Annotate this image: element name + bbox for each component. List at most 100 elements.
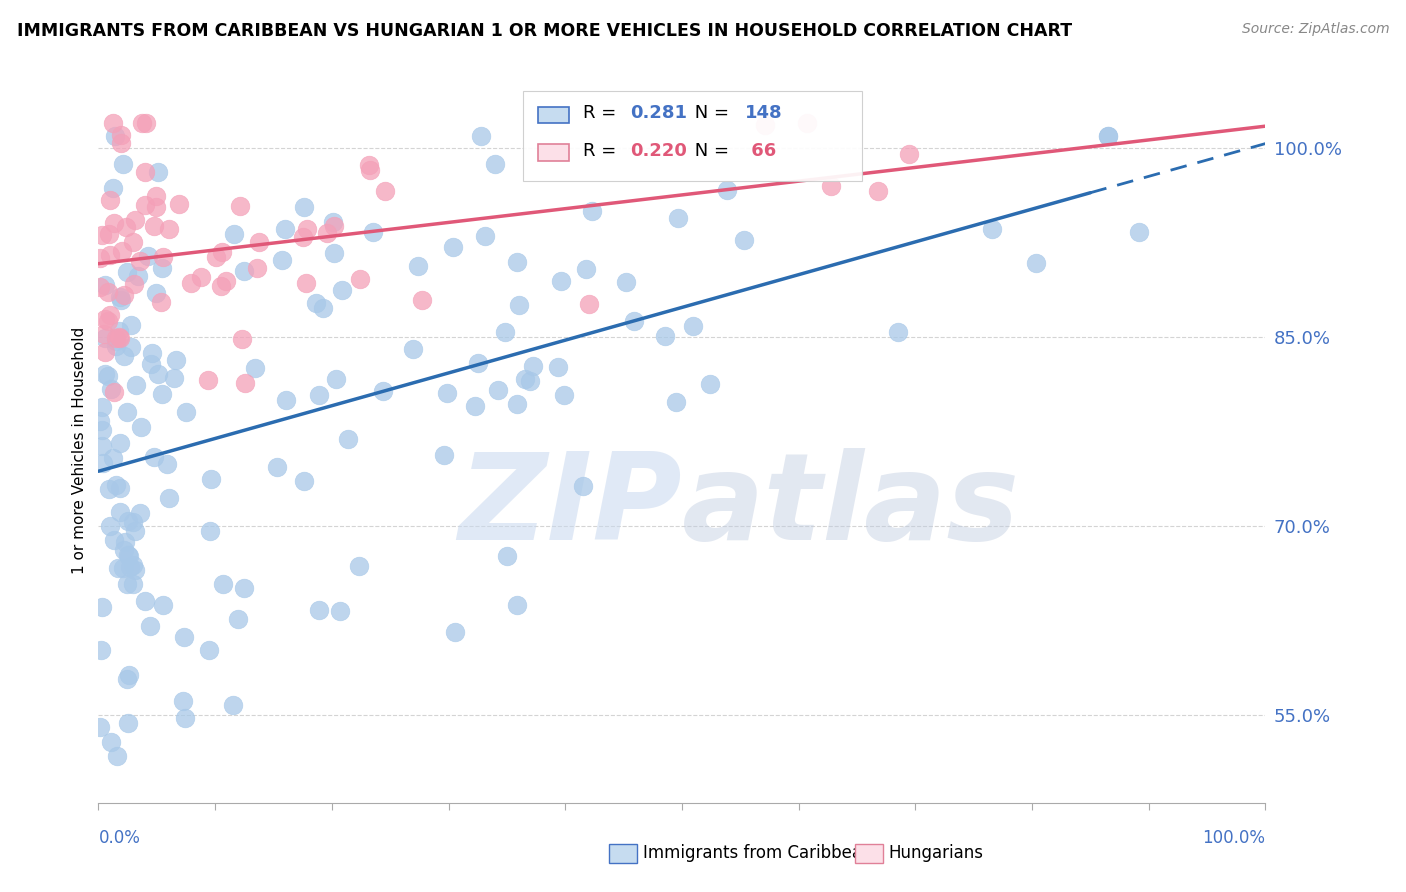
Point [131, 116, 153, 130]
Point [98, 247, 121, 261]
Point [371, 384, 394, 398]
Point [322, 245, 344, 260]
Point [330, 283, 353, 297]
Point [145, 200, 167, 214]
Point [247, 235, 270, 250]
Point [411, 293, 433, 307]
Point [444, 625, 467, 640]
Point [124, 213, 146, 227]
Point [325, 372, 347, 386]
Point [519, 374, 541, 388]
Point [89, 414, 111, 428]
Point [215, 274, 238, 288]
Point [980, 222, 1002, 236]
Point [506, 396, 529, 410]
Point [114, 535, 136, 549]
Point [550, 274, 572, 288]
Point [484, 157, 506, 171]
Point [245, 260, 267, 275]
Point [496, 549, 519, 564]
Point [623, 313, 645, 327]
Text: 0.281: 0.281 [630, 104, 688, 122]
Point [654, 329, 676, 343]
Point [682, 318, 704, 333]
Point [115, 577, 138, 591]
Point [100, 735, 122, 749]
Point [129, 506, 152, 520]
Point [110, 136, 132, 150]
Point [129, 420, 152, 434]
Point [229, 198, 252, 212]
Point [494, 325, 516, 339]
Text: R =: R = [583, 142, 623, 160]
Point [94, 331, 117, 345]
Point [108, 481, 131, 495]
Point [163, 370, 186, 384]
Point [91, 599, 114, 614]
Point [108, 329, 131, 343]
Point [101, 116, 124, 130]
Point [145, 189, 167, 203]
Point [89, 251, 111, 265]
Point [108, 331, 131, 345]
Point [98, 482, 121, 496]
Point [222, 698, 245, 713]
Text: Hungarians: Hungarians [889, 844, 984, 862]
Text: R =: R = [583, 104, 623, 122]
Point [98, 519, 121, 533]
Point [198, 643, 221, 657]
Point [105, 749, 128, 764]
Point [359, 163, 381, 178]
Point [108, 436, 131, 450]
Point [581, 204, 603, 219]
Point [105, 334, 128, 348]
Point [104, 478, 127, 492]
Point [506, 254, 529, 268]
Point [90, 423, 112, 437]
Point [733, 234, 755, 248]
Point [103, 181, 125, 195]
Point [93, 345, 115, 359]
Text: ZIP: ZIP [458, 449, 682, 566]
Point [104, 339, 127, 353]
Point [308, 387, 330, 401]
Point [107, 560, 129, 574]
Point [121, 235, 143, 249]
Point [117, 514, 139, 528]
Point [100, 382, 122, 396]
Point [97, 314, 120, 328]
Point [322, 219, 344, 234]
Point [91, 227, 114, 242]
Point [716, 183, 738, 197]
Point [553, 387, 575, 401]
Point [98, 193, 121, 207]
Point [176, 405, 198, 419]
Point [157, 222, 180, 236]
Text: Source: ZipAtlas.com: Source: ZipAtlas.com [1241, 22, 1389, 37]
Point [515, 371, 537, 385]
Point [112, 561, 135, 575]
Point [796, 116, 818, 130]
Point [152, 250, 174, 264]
Point [614, 276, 637, 290]
Point [112, 349, 135, 363]
Text: atlas: atlas [682, 449, 1019, 566]
Point [94, 312, 117, 326]
Text: N =: N = [689, 142, 735, 160]
Point [291, 229, 314, 244]
Text: 100.0%: 100.0% [1202, 829, 1265, 847]
Point [114, 219, 136, 234]
Point [112, 288, 135, 302]
Point [152, 598, 174, 612]
Point [522, 359, 544, 374]
Point [441, 240, 464, 254]
Point [232, 581, 254, 595]
Point [138, 249, 160, 263]
Point [664, 395, 686, 409]
Point [127, 269, 149, 284]
Point [295, 221, 318, 235]
Point [1128, 225, 1150, 239]
Point [505, 599, 527, 613]
Point [108, 505, 131, 519]
Point [204, 250, 226, 264]
